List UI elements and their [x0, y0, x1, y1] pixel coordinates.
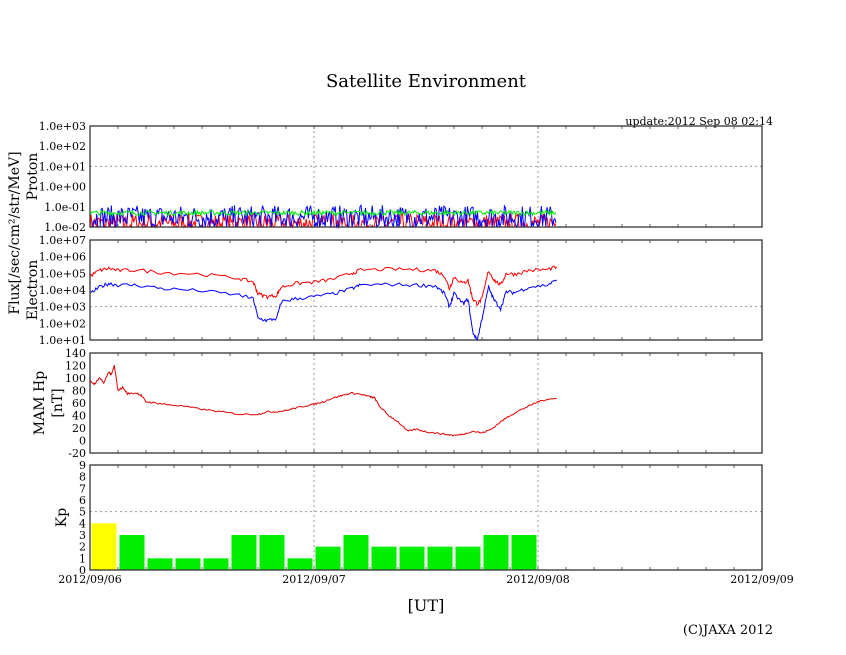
kp-bar [427, 546, 453, 570]
y-tick-label: 1.0e+06 [39, 251, 86, 264]
y-axis-unit-label: [nT] [50, 388, 66, 417]
kp-bar [455, 546, 481, 570]
y-tick-label: 1.0e+01 [39, 334, 86, 347]
x-tick-label: 2012/09/07 [282, 573, 345, 586]
kp-bar [175, 558, 201, 570]
y-tick-label: 0 [79, 435, 86, 448]
y-tick-label: 1 [79, 552, 86, 565]
y-tick-label: 1.0e+05 [39, 267, 86, 280]
y-axis-label: Electron [25, 260, 41, 321]
panel-electron: 1.0e+01 1.0e+02 1.0e+03 1.0e+04 1.0e+05 1.0e+… [25, 234, 763, 347]
panel-proton: 1.0e-02 1.0e-01 1.0e+00 1.0e+01 1.0e+02 1.0e+… [25, 120, 763, 234]
chart-title: Satellite Environment [326, 71, 527, 92]
y-tick-label: 60 [72, 397, 86, 410]
y-tick-label: 1.0e+02 [39, 140, 86, 153]
y-tick-label: 4 [79, 517, 86, 530]
x-tick-label: 2012/09/09 [730, 573, 793, 586]
y-tick-label: 120 [65, 360, 86, 373]
y-axis-label: MAM Hp [32, 371, 48, 435]
kp-bar [203, 558, 229, 570]
y-tick-label: 40 [72, 410, 86, 423]
kp-bar [511, 535, 537, 570]
kp-bar [399, 546, 425, 570]
electron-blue-series [90, 279, 557, 342]
x-tick-label: 2012/09/08 [506, 573, 569, 586]
y-axis-label: Kp [54, 508, 70, 527]
y-tick-label: 1.0e+02 [39, 317, 86, 330]
y-tick-label: 9 [79, 459, 86, 472]
panel-frame [89, 125, 763, 228]
x-tick-label: 2012/09/06 [58, 573, 121, 586]
panel-frame [89, 464, 763, 571]
y-tick-label: 1.0e+00 [39, 181, 86, 194]
y-tick-label: 5 [79, 506, 86, 519]
update-timestamp: update:2012 Sep 08 02:14 [625, 115, 773, 128]
y-tick-label: 1.0e+03 [39, 120, 86, 133]
kp-bar [231, 535, 257, 570]
kp-bar [371, 546, 397, 570]
y-tick-label: 20 [72, 422, 86, 435]
kp-bar [147, 558, 173, 570]
proton-green-series [89, 208, 557, 217]
flux-axis-label: Flux[/sec/cm²/str/MeV] [7, 151, 23, 314]
y-tick-label: 1.0e-01 [44, 201, 86, 214]
y-tick-label: 100 [65, 372, 86, 385]
y-tick-label: 140 [65, 347, 86, 360]
y-axis-label: Proton [25, 153, 41, 201]
mam-hp-line-series [89, 364, 557, 437]
y-tick-label: 6 [79, 494, 86, 507]
y-tick-label: 1.0e+04 [39, 284, 86, 297]
kp-bar [315, 546, 341, 570]
y-tick-label: 1.0e+01 [39, 160, 86, 173]
y-tick-label: 0 [79, 564, 86, 577]
electron-red-series [89, 265, 558, 306]
y-tick-label: 1.0e+07 [39, 234, 86, 247]
y-tick-label: 2 [79, 541, 86, 554]
y-tick-label: 3 [79, 529, 86, 542]
panel-frame [89, 352, 763, 454]
kp-bar [119, 535, 145, 570]
y-tick-label: 1.0e+03 [39, 301, 86, 314]
kp-bar [91, 523, 117, 570]
copyright: (C)JAXA 2012 [683, 623, 773, 638]
y-tick-label: 80 [72, 385, 86, 398]
kp-bar [259, 535, 285, 570]
y-tick-label: 8 [79, 471, 86, 484]
y-tick-label: -20 [68, 447, 86, 460]
panel-frame [89, 239, 763, 341]
kp-bar [343, 535, 369, 570]
y-tick-label: 7 [79, 482, 86, 495]
kp-bar [287, 558, 313, 570]
kp-bar [483, 535, 509, 570]
y-tick-label: 1.0e-02 [44, 221, 86, 234]
x-axis-label: [UT] [408, 596, 445, 615]
